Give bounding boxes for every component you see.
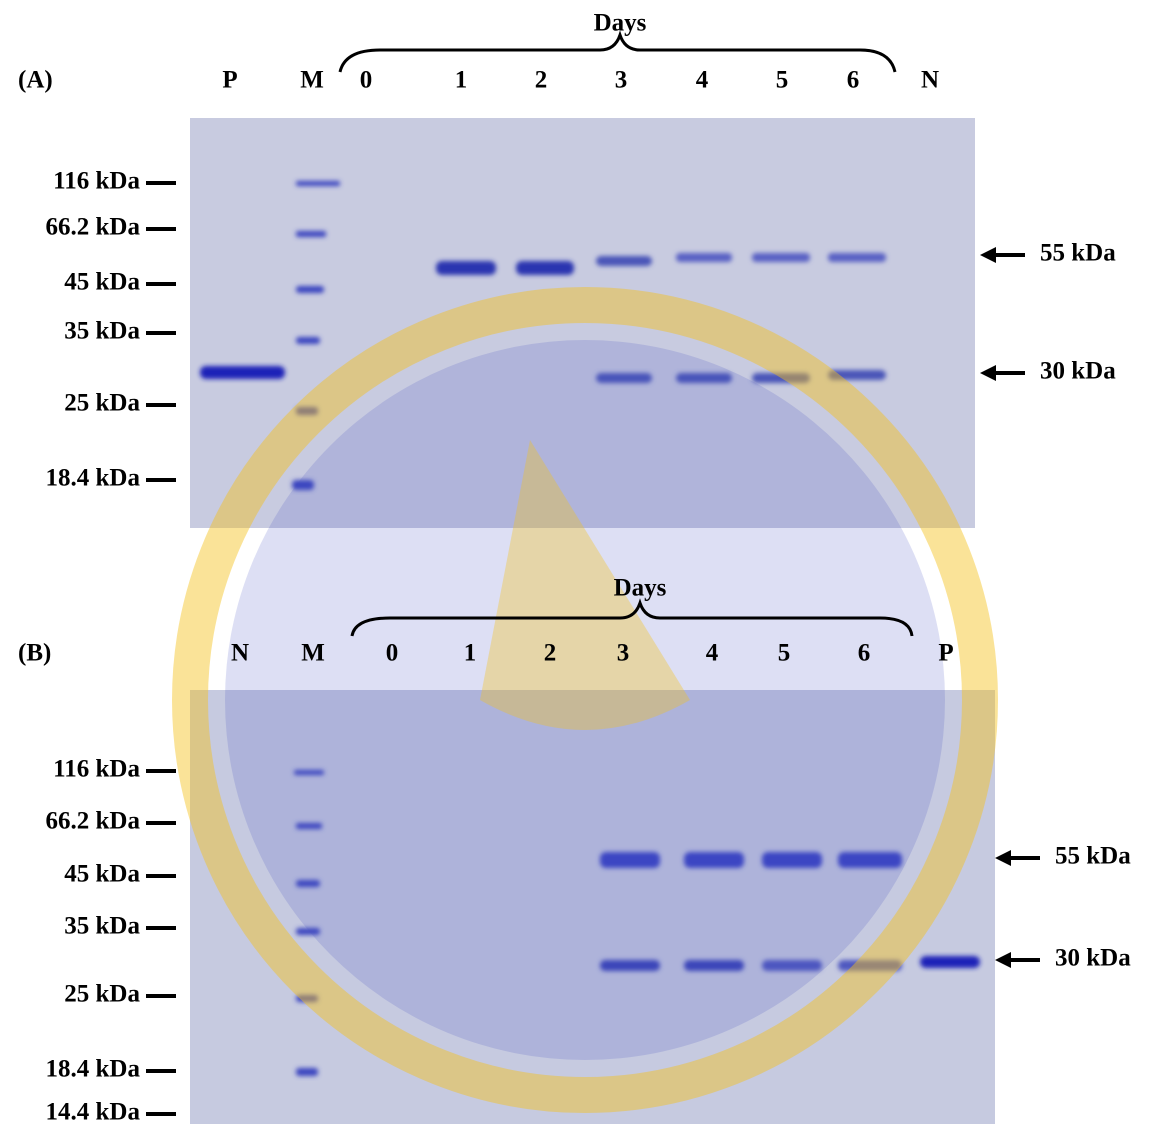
marker-label: 116 kDa xyxy=(53,756,140,783)
lane-label: P xyxy=(938,640,953,667)
lane-label: 2 xyxy=(535,67,548,94)
lane-label: N xyxy=(921,67,939,94)
group-label: Days xyxy=(594,10,647,37)
marker-label: 25 kDa xyxy=(64,390,140,417)
arrow-label: 30 kDa xyxy=(1040,358,1116,385)
panel-label: (A) xyxy=(18,67,53,94)
marker-label: 45 kDa xyxy=(64,269,140,296)
marker-label: 35 kDa xyxy=(64,318,140,345)
lane-label: 3 xyxy=(615,67,628,94)
marker-label: 25 kDa xyxy=(64,981,140,1008)
lane-label: 3 xyxy=(617,640,630,667)
marker-label: 116 kDa xyxy=(53,168,140,195)
lane-label: 5 xyxy=(778,640,791,667)
marker-label: 14.4 kDa xyxy=(46,1099,141,1124)
marker-label: 45 kDa xyxy=(64,861,140,888)
arrow-head xyxy=(995,952,1011,968)
marker-label: 66.2 kDa xyxy=(46,808,141,835)
lane-label: N xyxy=(231,640,249,667)
arrow-label: 55 kDa xyxy=(1040,240,1116,267)
group-label: Days xyxy=(614,575,667,602)
lane-label: 5 xyxy=(776,67,789,94)
lane-label: 1 xyxy=(455,67,468,94)
marker-label: 66.2 kDa xyxy=(46,214,141,241)
arrow-label: 55 kDa xyxy=(1055,843,1131,870)
lane-label: 2 xyxy=(544,640,557,667)
lane-label: 4 xyxy=(696,67,709,94)
lane-label: 1 xyxy=(464,640,477,667)
arrow-head xyxy=(980,247,996,263)
figure: (A)DaysPM0123456N116 kDa66.2 kDa45 kDa35… xyxy=(0,0,1161,1124)
arrow-head xyxy=(995,850,1011,866)
marker-label: 18.4 kDa xyxy=(46,465,141,492)
lane-label: 6 xyxy=(858,640,871,667)
lane-label: 4 xyxy=(706,640,719,667)
lane-label: M xyxy=(301,640,325,667)
arrow-head xyxy=(980,365,996,381)
lane-label: M xyxy=(300,67,324,94)
arrow-label: 30 kDa xyxy=(1055,945,1131,972)
marker-label: 18.4 kDa xyxy=(46,1056,141,1083)
lane-label: 6 xyxy=(847,67,860,94)
lane-label: 0 xyxy=(386,640,399,667)
marker-label: 35 kDa xyxy=(64,913,140,940)
panel-label: (B) xyxy=(18,640,51,667)
lane-label: 0 xyxy=(360,67,373,94)
lane-label: P xyxy=(222,67,237,94)
